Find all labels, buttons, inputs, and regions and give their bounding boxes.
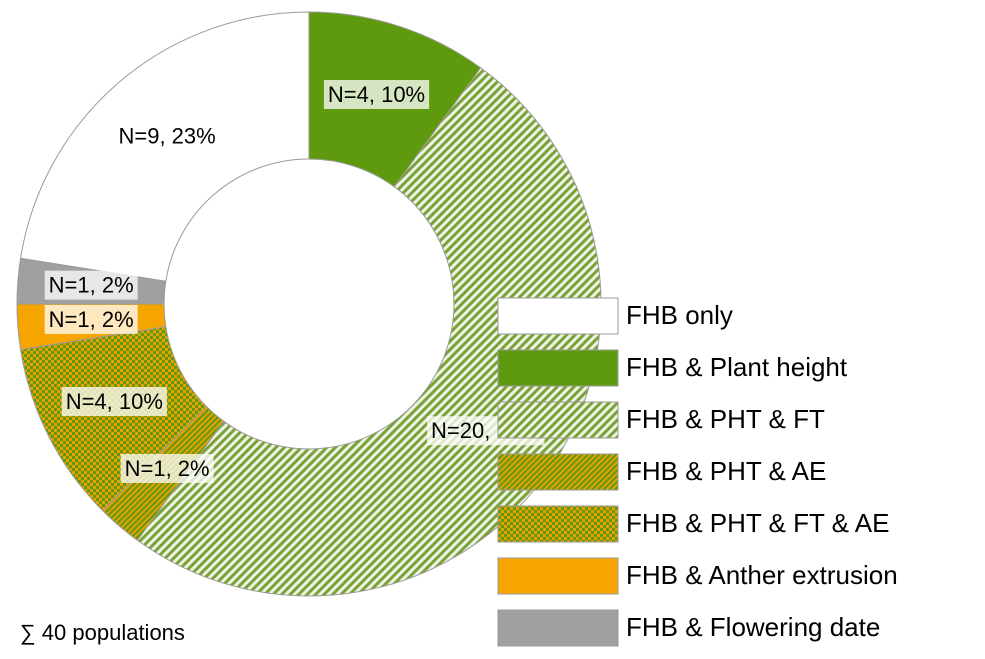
legend-label: FHB & PHT & AE	[626, 456, 826, 486]
label-box	[44, 270, 138, 300]
legend-label: FHB & Flowering date	[626, 612, 880, 642]
legend-swatch	[497, 297, 619, 335]
label-box	[323, 80, 430, 110]
label-box	[61, 387, 167, 417]
legend-swatch	[497, 557, 619, 595]
legend-swatch	[497, 349, 619, 387]
label-box	[44, 304, 138, 334]
annotation: ∑ 40 populations	[20, 620, 185, 645]
data-label: N=4, 10%	[328, 82, 425, 107]
data-label: N=9, 23%	[118, 124, 215, 149]
label-box	[120, 453, 214, 483]
legend-swatch	[497, 609, 619, 647]
legend-swatch	[497, 401, 619, 439]
legend-swatch	[497, 453, 619, 491]
legend-swatch	[497, 505, 619, 543]
legend-label: FHB only	[626, 300, 733, 330]
data-label: N=1, 2%	[125, 456, 210, 481]
donut-slice	[136, 67, 602, 597]
data-label: N=1, 2%	[49, 307, 134, 332]
legend-label: FHB & PHT & FT	[626, 404, 825, 434]
label-box	[114, 121, 220, 151]
data-label: N=1, 2%	[49, 273, 134, 298]
legend-label: FHB & Plant height	[626, 352, 848, 382]
legend-label: FHB & Anther extrusion	[626, 560, 898, 590]
legend-label: FHB & PHT & FT & AE	[626, 508, 889, 538]
data-label: N=4, 10%	[66, 389, 163, 414]
